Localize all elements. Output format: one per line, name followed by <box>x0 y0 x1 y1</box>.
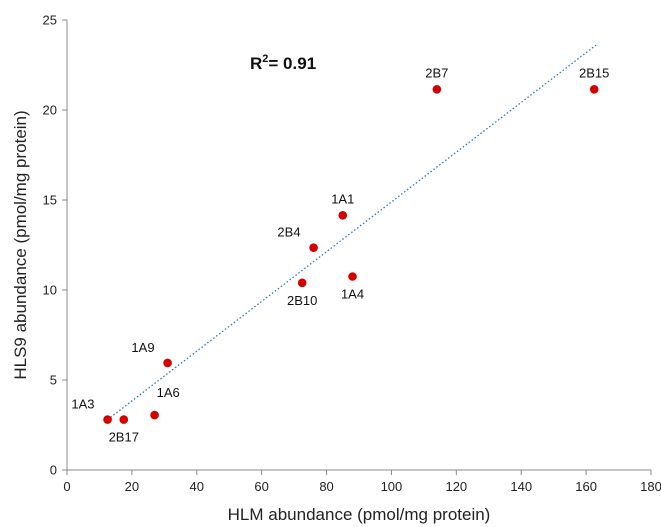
y-axis-title: HLS9 abundance (pmol/mg protein) <box>11 110 30 379</box>
x-tick-label: 140 <box>510 479 532 494</box>
data-point-1a9 <box>163 358 172 368</box>
x-tick-label: 0 <box>63 479 70 494</box>
y-tick-label: 25 <box>43 13 57 28</box>
x-tick-label: 40 <box>190 479 204 494</box>
r-squared-annotation: R2= 0.91 <box>250 53 316 73</box>
data-point-2b10 <box>297 278 307 288</box>
data-point-1a6 <box>150 410 159 420</box>
y-tick-label: 10 <box>43 283 57 298</box>
x-tick-label: 80 <box>319 479 333 494</box>
x-tick-label: 100 <box>381 479 403 494</box>
point-label-2b17: 2B17 <box>109 430 139 445</box>
point-label-1a3: 1A3 <box>71 397 94 412</box>
x-axis-title: HLM abundance (pmol/mg protein) <box>228 505 491 524</box>
point-label-1a4: 1A4 <box>341 287 364 302</box>
y-tick-label: 0 <box>50 463 57 478</box>
point-label-1a9: 1A9 <box>131 340 154 355</box>
x-tick-label: 20 <box>125 479 139 494</box>
data-point-1a3 <box>103 415 112 424</box>
data-point-2b7 <box>432 85 442 94</box>
point-label-2b15: 2B15 <box>579 65 609 80</box>
axes: 0 20 40 60 80 100 120 140 160 180 0 5 10 15 20 25 <box>43 13 661 495</box>
trendline <box>107 44 597 421</box>
x-tick-label: 120 <box>445 479 467 494</box>
points-group <box>103 85 599 424</box>
point-label-2b7: 2B7 <box>425 65 448 80</box>
x-tick-label: 60 <box>254 479 268 494</box>
y-tick-label: 20 <box>43 103 57 118</box>
data-point-2b15 <box>589 85 599 94</box>
x-tick-label: 160 <box>575 479 597 494</box>
data-point-1a1 <box>338 211 348 220</box>
trendline-group <box>107 44 597 421</box>
point-label-1a1: 1A1 <box>331 191 354 206</box>
point-label-2b4: 2B4 <box>277 225 300 240</box>
point-label-2b10: 2B10 <box>287 293 317 308</box>
y-tick-label: 15 <box>43 193 57 208</box>
data-point-1a4 <box>348 272 357 281</box>
x-tick-label: 180 <box>640 479 661 494</box>
data-point-2b4 <box>309 243 318 252</box>
y-tick-label: 5 <box>50 373 57 388</box>
point-label-1a6: 1A6 <box>157 385 180 400</box>
data-point-2b17 <box>119 415 129 424</box>
point-labels-group: 1A3 2B17 1A6 1A9 2B10 2B4 1A1 1A4 2B7 2B15 <box>71 65 609 444</box>
